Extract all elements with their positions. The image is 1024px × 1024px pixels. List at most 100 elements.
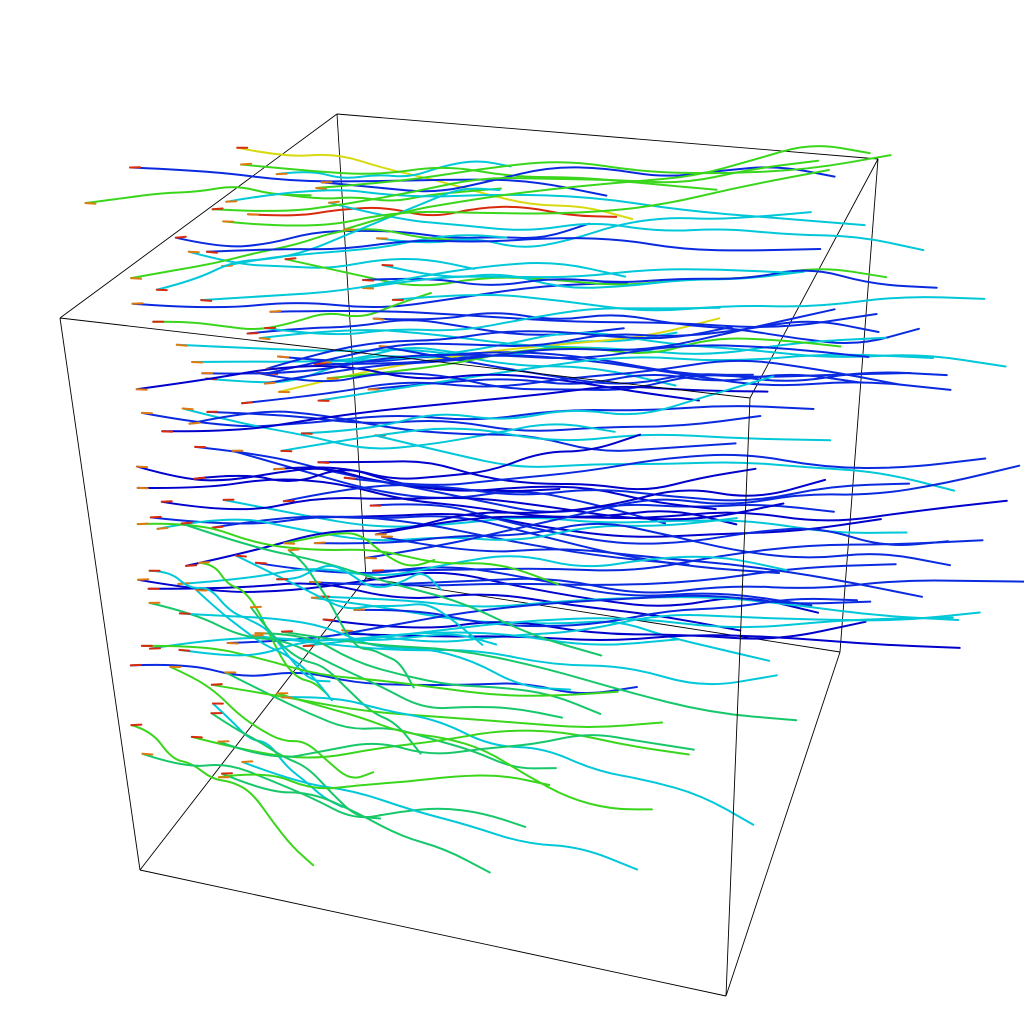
- streamline-middle-40: [380, 577, 1024, 594]
- streamline-middle-14: [194, 445, 835, 513]
- streamline-seed-tip-upper-back-4: [225, 200, 238, 203]
- streamline-middle-22: [136, 478, 738, 526]
- streamline-seed-tip-middle-50: [226, 642, 239, 645]
- streamline-upper-7: [187, 250, 476, 270]
- streamline-lower-25: [217, 734, 695, 758]
- streamline-upper-back-16: [269, 310, 878, 328]
- streamline-seed-tip-middle-34: [313, 541, 326, 545]
- box-edge-front-ftr-fbr: [725, 397, 751, 997]
- streamline-middle-25: [222, 498, 908, 534]
- streamline-seed-tip-upper-back-12: [362, 279, 375, 282]
- streamline-seed-tip-middle-18: [317, 461, 330, 464]
- streamline-seed-tip-middle-46: [322, 618, 335, 622]
- streamline-lower-26: [141, 752, 527, 828]
- streamline-middle-31: [374, 499, 1008, 536]
- streamline-seed-tip-middle-38: [254, 561, 267, 565]
- streamline-seed-tip-lower-3: [287, 548, 300, 552]
- streamline-seed-tip-middle-10: [181, 407, 194, 411]
- streamline-seed-tip-middle-32: [156, 526, 169, 530]
- streamline-seed-tip-upper-back-10: [284, 257, 297, 261]
- streamline-middle-42: [177, 555, 788, 585]
- streamline-upper-back-8: [376, 211, 812, 248]
- streamline-seed-tip-upper-back-14: [200, 299, 213, 302]
- streamline-middle-36: [185, 478, 827, 567]
- streamline-seed-tip-middle-6: [263, 381, 276, 385]
- streamline-lower-7: [276, 564, 442, 591]
- streamline-middle-28: [369, 503, 950, 546]
- streamline-middle-21: [343, 453, 987, 486]
- streamline-lower-20: [280, 696, 755, 826]
- streamline-upper-back-3: [328, 201, 925, 252]
- streamline-middle-0: [320, 331, 1007, 368]
- box-edge-btr-bbr: [839, 158, 879, 653]
- streamline-middle-6: [263, 308, 836, 385]
- streamline-upper-back-9: [206, 237, 822, 253]
- box-edge-bbl-bbr: [365, 577, 841, 653]
- streamline-seed-tip-upper-back-2: [315, 187, 328, 190]
- streamline-seed-tip-middle-26: [160, 500, 173, 503]
- streamline-lower-13: [281, 630, 798, 722]
- streamline-middle-53: [302, 616, 954, 647]
- streamline-middle-12: [161, 385, 769, 433]
- streamline-seed-tip-upper-back-13: [362, 287, 375, 290]
- streamline-middle-13: [300, 375, 775, 435]
- streamline-middle-39: [137, 571, 820, 614]
- streamline-seed-tip-upper-back-9: [206, 250, 218, 254]
- streamline-lower-29: [217, 773, 551, 790]
- streamline-seed-tip-upper-back-22: [313, 362, 326, 365]
- bounding-box-back-edges: [59, 113, 879, 997]
- streamline-upper-10: [155, 187, 501, 291]
- streamline-upper-back-14: [200, 262, 627, 302]
- box-edge-btl-btr: [336, 113, 879, 160]
- streamline-lower-2: [283, 532, 436, 567]
- streamline-seed-tip-upper-14: [175, 343, 188, 347]
- streamline-lower-8: [195, 589, 333, 702]
- streamline-lower-22: [210, 712, 382, 820]
- streamline-middle-18: [317, 460, 757, 491]
- streamline-middle-37: [372, 539, 984, 572]
- streamline-middle-10: [181, 407, 616, 450]
- streamline-middle-8: [206, 410, 762, 432]
- box-edge-ftl-btl: [59, 113, 338, 319]
- streamline-seed-tip-middle-29: [211, 525, 224, 529]
- streamline-upper-back-0: [240, 163, 718, 191]
- streamline-middle-15: [374, 434, 956, 492]
- bounding-box-front-edges: [59, 317, 751, 997]
- streamline-seed-tip-middle-11: [188, 421, 201, 425]
- streamline-seed-tip-lower-20: [280, 696, 293, 699]
- streamline-seed-tip-middle-35: [365, 556, 377, 560]
- streamline-seed-tip-upper-15: [191, 361, 204, 364]
- streamline-seed-tip-middle-19: [136, 465, 149, 469]
- streamline-upper-0: [236, 146, 634, 220]
- streamline-seed-tip-lower-18: [210, 683, 223, 686]
- streamline-middle-17: [280, 427, 832, 452]
- streamline-upper-5: [246, 205, 618, 218]
- streamline-seed-tip-upper-back-3: [328, 200, 340, 204]
- streamline-seed-tip-upper-7: [187, 250, 200, 254]
- streamline-upper-11: [131, 281, 628, 309]
- streamline-seed-tip-middle-23: [193, 476, 206, 480]
- streamline-seed-tip-upper-back-16: [269, 310, 282, 313]
- streamline-middle-45: [310, 596, 771, 662]
- streamline-lower-16: [169, 665, 375, 779]
- streamline-lower-10: [249, 606, 422, 755]
- streamline-middle-24: [282, 482, 911, 503]
- streamline-middle-11: [188, 410, 737, 452]
- streamline-lower-27: [241, 761, 639, 871]
- streamline-seed-tip-upper-6: [174, 235, 187, 239]
- streamline-seed-tip-upper-back-17: [372, 317, 385, 321]
- streamline-upper-14: [175, 343, 677, 387]
- streamline-seed-tip-lower-24: [190, 735, 203, 739]
- box-edge-front-fbl-ftl: [59, 317, 141, 871]
- streamline-lower-5: [198, 561, 329, 696]
- streamline-upper-9: [130, 228, 463, 280]
- streamline-lower-12: [254, 632, 602, 715]
- streamline-lower-19: [276, 692, 653, 811]
- streamline-upper-back-25: [317, 353, 935, 402]
- streamline-seed-tip-upper-back-0: [240, 162, 253, 166]
- streamline-seed-tip-upper-4: [84, 202, 97, 205]
- streamline-upper-back-12: [362, 269, 938, 289]
- streamline-seed-tip-middle-37: [372, 569, 385, 572]
